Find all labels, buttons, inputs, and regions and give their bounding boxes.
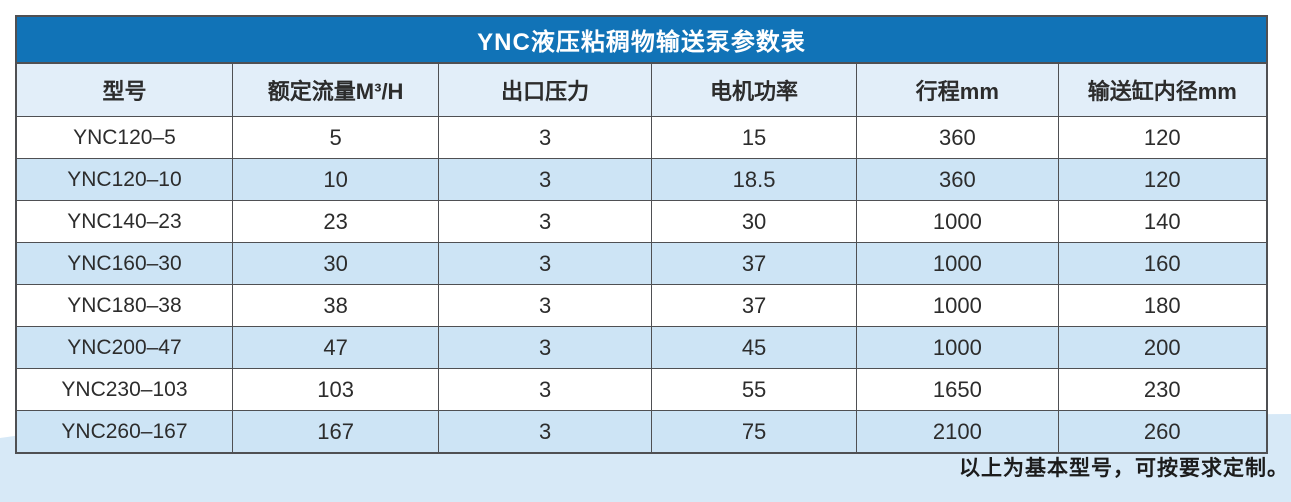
cell-model: YNC260–167 bbox=[15, 410, 233, 454]
cell-stroke: 1000 bbox=[856, 200, 1059, 243]
cell-model: YNC230–103 bbox=[15, 368, 233, 411]
cell-outlet-pressure: 3 bbox=[438, 158, 652, 201]
cell-cylinder-bore: 260 bbox=[1057, 410, 1268, 454]
column-header-rated-flow: 额定流量M³/H bbox=[231, 63, 440, 117]
table-row: YNC140–23 23 3 30 1000 140 bbox=[15, 200, 1268, 243]
cell-stroke: 1000 bbox=[856, 326, 1059, 369]
table-body: YNC120–5 5 3 15 360 120 YNC120–10 10 3 18.5 360 120… bbox=[15, 116, 1268, 454]
cell-rated-flow: 10 bbox=[231, 158, 440, 201]
cell-rated-flow: 5 bbox=[231, 116, 440, 159]
cell-cylinder-bore: 180 bbox=[1057, 284, 1268, 327]
cell-rated-flow: 38 bbox=[231, 284, 440, 327]
cell-model: YNC120–10 bbox=[15, 158, 233, 201]
cell-motor-power: 75 bbox=[650, 410, 858, 454]
cell-motor-power: 30 bbox=[650, 200, 858, 243]
cell-outlet-pressure: 3 bbox=[438, 284, 652, 327]
cell-rated-flow: 47 bbox=[231, 326, 440, 369]
spec-table: YNC液压粘稠物输送泵参数表 型号 额定流量M³/H 出口压力 电机功率 行程mm 输送缸… bbox=[15, 15, 1268, 454]
table-row: YNC260–167 167 3 75 2100 260 bbox=[15, 410, 1268, 454]
table-row: YNC120–10 10 3 18.5 360 120 bbox=[15, 158, 1268, 201]
cell-model: YNC140–23 bbox=[15, 200, 233, 243]
cell-motor-power: 55 bbox=[650, 368, 858, 411]
cell-cylinder-bore: 120 bbox=[1057, 116, 1268, 159]
cell-outlet-pressure: 3 bbox=[438, 326, 652, 369]
cell-outlet-pressure: 3 bbox=[438, 410, 652, 454]
column-header-motor-power: 电机功率 bbox=[650, 63, 858, 117]
cell-model: YNC160–30 bbox=[15, 242, 233, 285]
cell-rated-flow: 103 bbox=[231, 368, 440, 411]
column-header-cylinder-bore: 输送缸内径mm bbox=[1057, 63, 1268, 117]
cell-motor-power: 45 bbox=[650, 326, 858, 369]
cell-outlet-pressure: 3 bbox=[438, 116, 652, 159]
cell-motor-power: 37 bbox=[650, 284, 858, 327]
cell-stroke: 360 bbox=[856, 158, 1059, 201]
cell-model: YNC200–47 bbox=[15, 326, 233, 369]
table-row: YNC200–47 47 3 45 1000 200 bbox=[15, 326, 1268, 369]
cell-stroke: 1000 bbox=[856, 242, 1059, 285]
table-row: YNC160–30 30 3 37 1000 160 bbox=[15, 242, 1268, 285]
table-row: YNC120–5 5 3 15 360 120 bbox=[15, 116, 1268, 159]
column-header-stroke: 行程mm bbox=[856, 63, 1059, 117]
cell-model: YNC120–5 bbox=[15, 116, 233, 159]
cell-stroke: 360 bbox=[856, 116, 1059, 159]
cell-cylinder-bore: 120 bbox=[1057, 158, 1268, 201]
table-header-row: 型号 额定流量M³/H 出口压力 电机功率 行程mm 输送缸内径mm bbox=[15, 63, 1268, 117]
table-row: YNC230–103 103 3 55 1650 230 bbox=[15, 368, 1268, 411]
cell-motor-power: 37 bbox=[650, 242, 858, 285]
cell-rated-flow: 23 bbox=[231, 200, 440, 243]
cell-stroke: 1000 bbox=[856, 284, 1059, 327]
table-title-row: YNC液压粘稠物输送泵参数表 bbox=[16, 16, 1267, 64]
cell-motor-power: 18.5 bbox=[650, 158, 858, 201]
cell-outlet-pressure: 3 bbox=[438, 242, 652, 285]
table-title: YNC液压粘稠物输送泵参数表 bbox=[16, 16, 1267, 64]
cell-stroke: 2100 bbox=[856, 410, 1059, 454]
footnote: 以上为基本型号，可按要求定制。 bbox=[959, 457, 1289, 480]
cell-outlet-pressure: 3 bbox=[438, 368, 652, 411]
table-row: YNC180–38 38 3 37 1000 180 bbox=[15, 284, 1268, 327]
cell-model: YNC180–38 bbox=[15, 284, 233, 327]
cell-outlet-pressure: 3 bbox=[438, 200, 652, 243]
cell-rated-flow: 167 bbox=[231, 410, 440, 454]
cell-cylinder-bore: 230 bbox=[1057, 368, 1268, 411]
cell-motor-power: 15 bbox=[650, 116, 858, 159]
cell-rated-flow: 30 bbox=[231, 242, 440, 285]
column-header-model: 型号 bbox=[15, 63, 233, 117]
cell-cylinder-bore: 140 bbox=[1057, 200, 1268, 243]
cell-stroke: 1650 bbox=[856, 368, 1059, 411]
cell-cylinder-bore: 200 bbox=[1057, 326, 1268, 369]
column-header-outlet-pressure: 出口压力 bbox=[438, 63, 652, 117]
cell-cylinder-bore: 160 bbox=[1057, 242, 1268, 285]
